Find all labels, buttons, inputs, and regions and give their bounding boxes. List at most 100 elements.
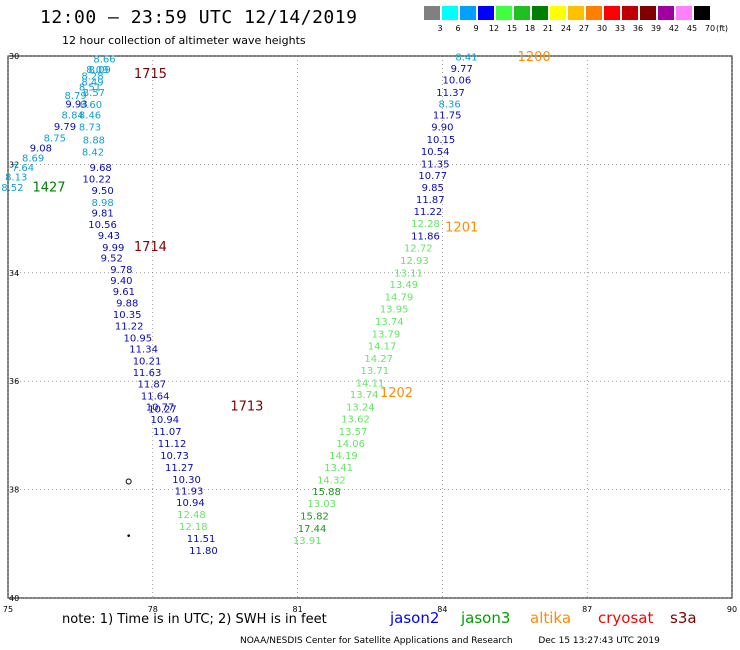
legend-altika: altika bbox=[530, 609, 572, 627]
swh-value-label: 13.74 bbox=[375, 317, 404, 328]
scale-swatch bbox=[424, 6, 440, 20]
scale-swatch bbox=[640, 6, 656, 20]
swh-value-label: 11.27 bbox=[165, 463, 194, 474]
scale-swatch bbox=[604, 6, 620, 20]
swh-value-label: 12.93 bbox=[400, 256, 429, 267]
pass-time-label: 1202 bbox=[380, 386, 413, 401]
swh-value-label: 9.90 bbox=[431, 122, 453, 133]
swh-value-label: 11.51 bbox=[187, 534, 216, 545]
swh-value-label: 15.88 bbox=[312, 487, 341, 498]
scale-swatch bbox=[514, 6, 530, 20]
swh-value-label: 9.81 bbox=[91, 209, 113, 220]
swh-value-label: 8.79 bbox=[64, 91, 86, 102]
swh-value-label: 10.21 bbox=[133, 357, 162, 368]
swh-value-label: 13.71 bbox=[361, 366, 390, 377]
swh-value-label: 10.95 bbox=[124, 333, 153, 344]
scale-swatch bbox=[550, 6, 566, 20]
swh-value-label: 8.69 bbox=[22, 153, 44, 164]
swh-value-label: 13.11 bbox=[394, 268, 423, 279]
scale-swatch bbox=[586, 6, 602, 20]
swh-value-label: 9.68 bbox=[90, 163, 112, 174]
marker-circle bbox=[125, 478, 132, 485]
scale-label: 33 bbox=[614, 24, 626, 33]
swh-value-label: 8.46 bbox=[79, 111, 101, 122]
marker-dot bbox=[127, 534, 130, 537]
scale-swatch bbox=[460, 6, 476, 20]
swh-value-label: 11.87 bbox=[416, 195, 445, 206]
pass-time-label: 1715 bbox=[134, 67, 167, 82]
swh-value-label: 11.80 bbox=[189, 546, 218, 557]
swh-value-label: 14.27 bbox=[364, 354, 393, 365]
swh-value-label: 8.52 bbox=[1, 183, 23, 194]
swh-value-label: 9.88 bbox=[116, 299, 138, 310]
scale-label: 36 bbox=[632, 24, 644, 33]
x-tick-label: 90 bbox=[727, 605, 737, 614]
scale-label: 30 bbox=[596, 24, 608, 33]
swh-value-label: 14.32 bbox=[317, 475, 346, 486]
scale-swatch bbox=[658, 6, 674, 20]
scale-label: 27 bbox=[578, 24, 590, 33]
swh-value-label: 10.56 bbox=[88, 220, 117, 231]
legend-jason2: jason2 bbox=[390, 609, 440, 627]
swh-value-label: 8.36 bbox=[439, 100, 461, 111]
swh-value-label: 14.17 bbox=[368, 341, 397, 352]
swh-value-label: 10.73 bbox=[160, 451, 189, 462]
scale-label: 6 bbox=[455, 24, 461, 33]
swh-value-label: 14.11 bbox=[356, 378, 385, 389]
scale-label: 12 bbox=[488, 24, 500, 33]
legend-s3a: s3a bbox=[670, 609, 697, 627]
swh-value-label: 11.34 bbox=[129, 345, 158, 356]
credit-agency: NOAA/NESDIS Center for Satellite Applica… bbox=[240, 636, 513, 646]
x-tick-label: 84 bbox=[437, 605, 447, 614]
swh-value-label: 13.95 bbox=[380, 305, 409, 316]
swh-value-label: 13.91 bbox=[293, 536, 322, 547]
swh-value-label: 8.42 bbox=[82, 147, 104, 158]
swh-value-label: 11.12 bbox=[158, 439, 187, 450]
x-tick-label: 81 bbox=[293, 605, 303, 614]
scale-label: 9 bbox=[473, 24, 479, 33]
scale-label: 42 bbox=[668, 24, 680, 33]
scale-swatch bbox=[694, 6, 710, 20]
swh-value-label: 8.66 bbox=[93, 55, 115, 66]
scale-label: 70 bbox=[704, 24, 716, 33]
swh-value-label: 13.41 bbox=[324, 463, 353, 474]
swh-value-label: 8.98 bbox=[91, 198, 113, 209]
swh-value-label: 13.49 bbox=[389, 280, 418, 291]
swh-value-label: 13.03 bbox=[307, 499, 336, 510]
y-tick-label: 30 bbox=[9, 52, 19, 61]
swh-value-label: 11.35 bbox=[421, 159, 450, 170]
y-tick-label: 36 bbox=[9, 377, 19, 386]
y-tick-label: 40 bbox=[9, 594, 19, 603]
swh-value-label: 11.07 bbox=[153, 427, 182, 438]
swh-value-label: 17.44 bbox=[298, 524, 327, 535]
swh-value-label: 13.57 bbox=[339, 427, 368, 438]
swh-value-label: 8.49 bbox=[81, 77, 103, 88]
y-tick-label: 34 bbox=[9, 269, 19, 278]
swh-value-label: 7.64 bbox=[12, 163, 34, 174]
swh-value-label: 9.79 bbox=[54, 122, 76, 133]
scale-swatch bbox=[676, 6, 692, 20]
swh-value-label: 8.88 bbox=[83, 135, 105, 146]
swh-value-label: 10.77 bbox=[418, 171, 447, 182]
swh-value-label: 11.87 bbox=[138, 379, 167, 390]
color-scale-unit: (ft) bbox=[716, 24, 729, 33]
swh-value-label: 9.50 bbox=[91, 186, 113, 197]
swh-value-label: 10.22 bbox=[82, 174, 111, 185]
scale-swatch bbox=[496, 6, 512, 20]
swh-value-label: 13.62 bbox=[341, 415, 370, 426]
credit-timestamp: Dec 15 13:27:43 UTC 2019 bbox=[538, 636, 660, 646]
scale-label: 3 bbox=[437, 24, 443, 33]
swh-value-label: 12.18 bbox=[179, 522, 208, 533]
legend-cryosat: cryosat bbox=[598, 609, 654, 627]
scale-label: 39 bbox=[650, 24, 662, 33]
swh-value-label: 8.09 bbox=[89, 65, 111, 76]
swh-value-label: 10.30 bbox=[172, 475, 201, 486]
footer-note: note: 1) Time is in UTC; 2) SWH is in fe… bbox=[62, 612, 327, 627]
swh-value-label: 9.93 bbox=[65, 100, 87, 111]
scale-label: 18 bbox=[524, 24, 536, 33]
pass-time-label: 1200 bbox=[518, 50, 551, 65]
swh-value-label: 10.15 bbox=[427, 135, 456, 146]
swh-value-label: 9.99 bbox=[102, 243, 124, 254]
swh-value-label: 14.79 bbox=[385, 293, 414, 304]
swh-value-label: 9.08 bbox=[30, 144, 52, 155]
